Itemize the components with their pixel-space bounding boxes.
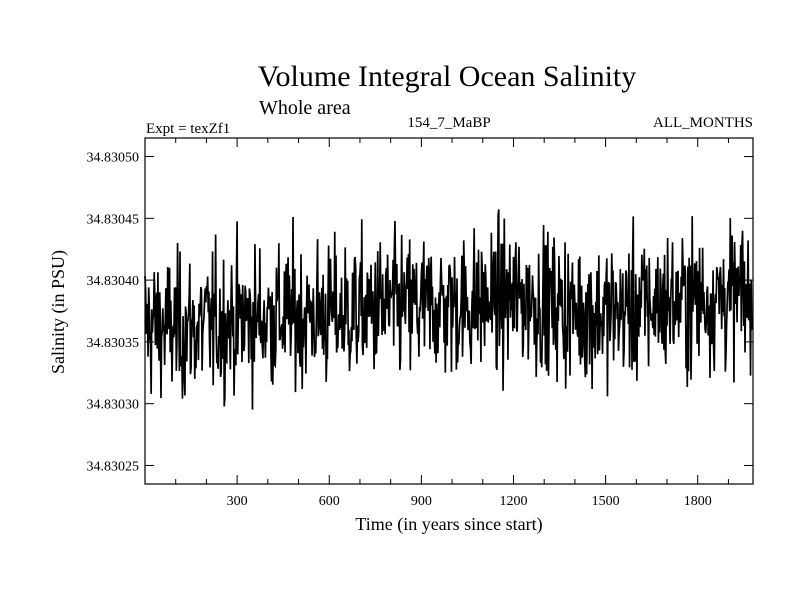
x-axis-ticks: 300 600 900 1200 1500 1800: [175, 138, 729, 509]
experiment-label: Expt = texZf1: [146, 121, 230, 137]
chart-title: Volume Integral Ocean Salinity: [258, 60, 637, 93]
y-tick-label: 34.83025: [87, 459, 140, 474]
x-axis-label: Time (in years since start): [355, 514, 542, 535]
y-tick-label: 34.83050: [87, 151, 140, 166]
chart-subtitle: Whole area: [259, 97, 351, 119]
x-tick-label: 1200: [499, 494, 527, 509]
x-tick-label: 1500: [592, 494, 620, 509]
y-tick-label: 34.83040: [87, 274, 140, 289]
y-axis-label: Salinity (in PSU): [48, 250, 69, 374]
x-tick-label: 300: [227, 494, 248, 509]
x-tick-label: 600: [319, 494, 340, 509]
y-tick-label: 34.83030: [87, 398, 140, 413]
y-tick-label: 34.83035: [87, 336, 140, 351]
x-tick-label: 1800: [684, 494, 712, 509]
plot-frame: [144, 137, 754, 485]
y-tick-label: 34.83045: [87, 212, 140, 227]
plot-content: [144, 209, 754, 410]
run-label: 154_7_MaBP: [407, 115, 490, 131]
y-axis-ticks: 34.83025 34.83030 34.83035 34.83040 34.83045…: [87, 151, 753, 474]
months-label: ALL_MONTHS: [653, 115, 753, 131]
x-tick-label: 900: [411, 494, 432, 509]
salinity-series-line: [144, 209, 754, 410]
